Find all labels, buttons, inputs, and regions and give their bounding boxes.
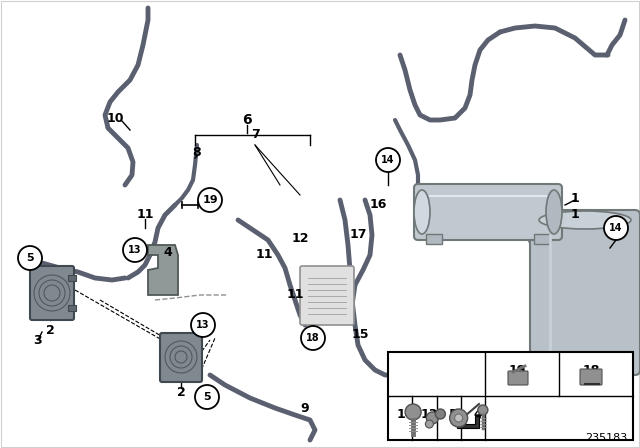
Text: 17: 17 <box>349 228 367 241</box>
Circle shape <box>195 385 219 409</box>
Text: 12: 12 <box>291 232 308 245</box>
Text: 14: 14 <box>381 155 395 165</box>
Text: 19: 19 <box>508 363 525 376</box>
Text: 5: 5 <box>203 392 211 402</box>
Text: 13: 13 <box>420 408 438 421</box>
Text: 7: 7 <box>251 129 259 142</box>
Polygon shape <box>457 416 479 428</box>
FancyBboxPatch shape <box>160 333 202 382</box>
Bar <box>426 234 442 244</box>
Bar <box>611 365 627 377</box>
Bar <box>68 305 76 311</box>
Text: 18: 18 <box>306 333 320 343</box>
Circle shape <box>426 420 433 428</box>
Text: 5: 5 <box>449 408 458 421</box>
Text: 6: 6 <box>242 113 252 127</box>
FancyBboxPatch shape <box>580 369 602 385</box>
Bar <box>388 352 633 440</box>
Text: 13: 13 <box>128 245 141 255</box>
Text: 11: 11 <box>136 208 154 221</box>
Ellipse shape <box>539 356 631 374</box>
FancyBboxPatch shape <box>30 266 74 320</box>
Circle shape <box>478 405 488 415</box>
Text: 9: 9 <box>301 401 309 414</box>
Text: 4: 4 <box>474 408 483 421</box>
Circle shape <box>191 313 215 337</box>
Text: 18: 18 <box>582 363 600 376</box>
Bar <box>543 365 559 377</box>
Text: 5: 5 <box>26 253 34 263</box>
Circle shape <box>405 404 421 420</box>
Text: 10: 10 <box>106 112 124 125</box>
Circle shape <box>450 409 468 427</box>
FancyBboxPatch shape <box>414 184 562 240</box>
Circle shape <box>301 326 325 350</box>
Text: 235183: 235183 <box>585 433 627 443</box>
Circle shape <box>18 246 42 270</box>
Text: 3: 3 <box>34 333 42 346</box>
Text: 1: 1 <box>571 208 579 221</box>
Circle shape <box>426 412 438 424</box>
Text: 11: 11 <box>286 289 304 302</box>
Text: 1: 1 <box>571 191 579 204</box>
Text: 8: 8 <box>193 146 202 159</box>
FancyBboxPatch shape <box>300 266 354 325</box>
FancyBboxPatch shape <box>530 210 640 375</box>
Text: 15: 15 <box>351 328 369 341</box>
Text: 14: 14 <box>396 408 414 421</box>
Circle shape <box>123 238 147 262</box>
Text: 2: 2 <box>177 385 186 399</box>
Text: 11: 11 <box>255 249 273 262</box>
Text: 19: 19 <box>202 195 218 205</box>
Text: 4: 4 <box>164 246 172 258</box>
Ellipse shape <box>539 211 631 229</box>
Text: 13: 13 <box>196 320 210 330</box>
Circle shape <box>454 414 463 422</box>
FancyBboxPatch shape <box>508 371 528 385</box>
Circle shape <box>198 188 222 212</box>
Text: 2: 2 <box>45 323 54 336</box>
Bar <box>68 275 76 281</box>
Ellipse shape <box>414 190 430 234</box>
Circle shape <box>604 216 628 240</box>
Bar <box>534 234 550 244</box>
Circle shape <box>435 409 445 419</box>
Text: 16: 16 <box>369 198 387 211</box>
Ellipse shape <box>546 190 562 234</box>
Text: 14: 14 <box>609 223 623 233</box>
Polygon shape <box>148 245 178 295</box>
Circle shape <box>376 148 400 172</box>
